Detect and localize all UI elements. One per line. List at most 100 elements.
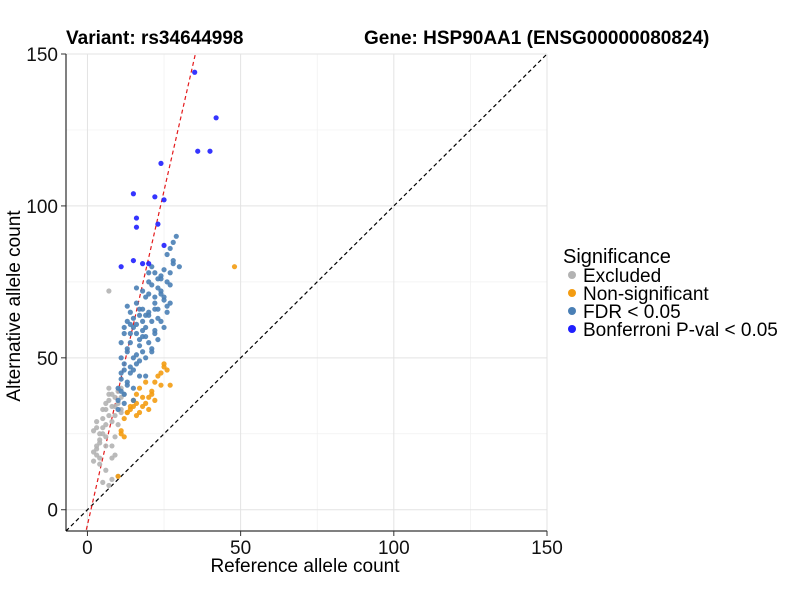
- point-fdr: [124, 382, 130, 388]
- point-fdr: [164, 251, 170, 258]
- point-fdr: [139, 318, 146, 324]
- chart-title-gene: Gene: HSP90AA1 (ENSG00000080824): [364, 28, 709, 49]
- y-tick-label: 100: [26, 197, 58, 218]
- point-fdr: [152, 306, 158, 312]
- point-excluded: [112, 434, 118, 440]
- point-excluded: [103, 400, 109, 406]
- point-nonsig: [161, 361, 167, 367]
- y-tick-label: 150: [26, 45, 58, 66]
- point-fdr: [167, 270, 173, 276]
- point-excluded: [103, 467, 109, 473]
- point-fdr: [167, 282, 173, 288]
- point-nonsig: [121, 415, 127, 422]
- point-nonsig: [231, 264, 238, 270]
- point-fdr: [130, 397, 137, 403]
- point-fdr: [149, 318, 155, 324]
- plot-panel: [66, 53, 548, 531]
- legend-label: FDR < 0.05: [583, 302, 681, 323]
- axes: 0 50 100 150 0 50 100 150: [26, 45, 563, 559]
- point-nonsig: [167, 382, 173, 388]
- x-tick-label: 150: [531, 538, 563, 559]
- point-fdr: [115, 397, 121, 403]
- point-fdr: [152, 270, 158, 276]
- point-bonf: [152, 194, 158, 200]
- chart-title-variant: Variant: rs34644998: [66, 28, 243, 49]
- legend-label: Non-significant: [583, 284, 709, 305]
- point-fdr: [139, 288, 146, 294]
- point-excluded: [115, 422, 121, 428]
- point-fdr: [176, 264, 182, 270]
- legend-swatch: [568, 289, 576, 297]
- point-excluded: [97, 461, 103, 467]
- point-nonsig: [152, 397, 158, 403]
- point-fdr: [158, 291, 164, 297]
- point-bonf: [192, 69, 198, 75]
- point-fdr: [115, 406, 121, 413]
- point-fdr: [130, 385, 137, 391]
- point-excluded: [106, 288, 112, 294]
- point-fdr: [161, 324, 167, 331]
- legend-title: Significance: [563, 246, 671, 268]
- point-fdr: [161, 297, 167, 303]
- point-bonf: [207, 148, 213, 154]
- legend-label: Bonferroni P-val < 0.05: [583, 320, 778, 341]
- legend-swatch: [568, 307, 576, 315]
- point-fdr: [146, 340, 152, 346]
- data-points: [90, 69, 238, 489]
- legend-label: Excluded: [583, 266, 661, 287]
- point-fdr: [146, 291, 152, 297]
- point-excluded: [90, 458, 97, 464]
- series-bonf: [118, 69, 219, 270]
- point-nonsig: [136, 385, 143, 391]
- x-tick-label: 0: [82, 538, 93, 559]
- point-fdr: [130, 367, 137, 373]
- point-excluded: [109, 419, 115, 425]
- point-excluded: [94, 443, 100, 449]
- point-fdr: [158, 276, 164, 282]
- series-fdr: [115, 233, 182, 413]
- point-bonf: [146, 261, 152, 267]
- point-nonsig: [152, 379, 158, 385]
- point-fdr: [152, 294, 158, 300]
- point-fdr: [161, 267, 167, 273]
- point-fdr: [133, 352, 140, 358]
- point-excluded: [112, 452, 118, 458]
- point-nonsig: [139, 394, 146, 400]
- point-fdr: [121, 330, 127, 337]
- point-fdr: [149, 282, 155, 288]
- point-fdr: [127, 330, 133, 337]
- point-excluded: [100, 415, 106, 422]
- point-nonsig: [143, 379, 149, 385]
- point-fdr: [127, 321, 133, 328]
- point-fdr: [173, 233, 179, 239]
- point-fdr: [170, 261, 176, 267]
- point-excluded: [90, 428, 97, 434]
- point-fdr: [121, 361, 127, 367]
- point-fdr: [133, 300, 140, 306]
- point-fdr: [136, 312, 143, 318]
- point-excluded: [100, 431, 106, 437]
- y-tick-label: 50: [37, 349, 58, 370]
- point-excluded: [103, 443, 109, 449]
- reference-lines: [66, 54, 547, 531]
- point-nonsig: [158, 382, 164, 388]
- x-tick-label: 50: [230, 538, 251, 559]
- point-bonf: [139, 261, 146, 267]
- point-fdr: [121, 400, 127, 406]
- point-excluded: [90, 449, 97, 455]
- point-excluded: [106, 482, 112, 489]
- legend-item-fdr: FDR < 0.05: [568, 302, 681, 323]
- point-excluded: [103, 422, 109, 428]
- point-fdr: [170, 239, 176, 245]
- x-axis-label: Reference allele count: [210, 556, 400, 577]
- point-fdr: [143, 373, 149, 379]
- point-fdr: [152, 327, 158, 334]
- identity-line: [66, 54, 547, 531]
- point-fdr: [136, 343, 143, 349]
- legend-item-excluded: Excluded: [568, 266, 661, 287]
- point-excluded: [109, 443, 115, 449]
- point-fdr: [118, 388, 124, 394]
